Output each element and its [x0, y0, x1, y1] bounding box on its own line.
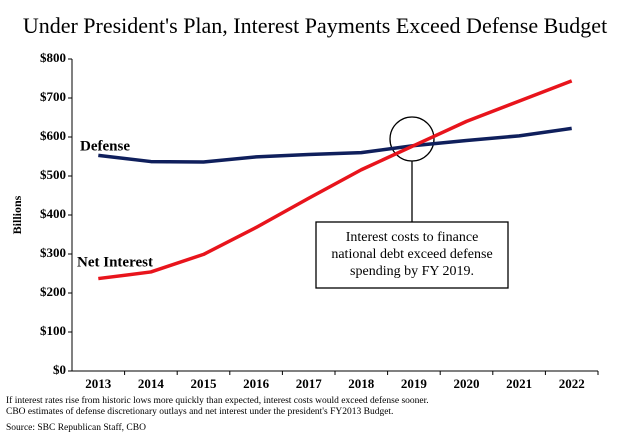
- series-line: [98, 79, 573, 281]
- x-tick-label: 2021: [506, 376, 532, 391]
- footnote: If interest rates rise from historic low…: [6, 395, 429, 406]
- x-tick-label: 2015: [191, 376, 218, 391]
- source: Source: SBC Republican Staff, CBO: [6, 422, 146, 433]
- y-tick-label: $200: [40, 284, 66, 299]
- series-label: Net Interest: [77, 254, 153, 270]
- series-label: Defense: [80, 138, 130, 154]
- x-tick-label: 2020: [454, 376, 480, 391]
- annotation: national debt exceed defense: [331, 247, 492, 262]
- y-tick-label: $600: [40, 128, 66, 143]
- y-tick-label: $800: [40, 50, 66, 65]
- x-tick-label: 2017: [296, 376, 323, 391]
- series-line: [98, 126, 572, 164]
- annotation: Interest costs to finance: [346, 230, 479, 245]
- x-tick-label: 2016: [243, 376, 270, 391]
- y-tick-label: $0: [53, 362, 66, 377]
- x-tick-label: 2022: [559, 376, 585, 391]
- y-tick-label: $300: [40, 245, 66, 260]
- x-tick-label: 2019: [401, 376, 428, 391]
- chart-title: Under President's Plan, Interest Payment…: [23, 13, 607, 38]
- annotation-box: [315, 221, 509, 289]
- x-tick-label: 2013: [85, 376, 112, 391]
- y-tick-label: $700: [40, 89, 66, 104]
- annotation: spending by FY 2019.: [350, 264, 474, 279]
- x-tick-label: 2018: [348, 376, 375, 391]
- y-tick-label: $400: [40, 206, 66, 221]
- y-axis-label: Billions: [10, 195, 24, 234]
- y-tick-label: $500: [40, 167, 66, 182]
- x-tick-label: 2014: [138, 376, 165, 391]
- y-tick-label: $100: [40, 323, 66, 338]
- footnote: CBO estimates of defense discretionary o…: [6, 406, 393, 417]
